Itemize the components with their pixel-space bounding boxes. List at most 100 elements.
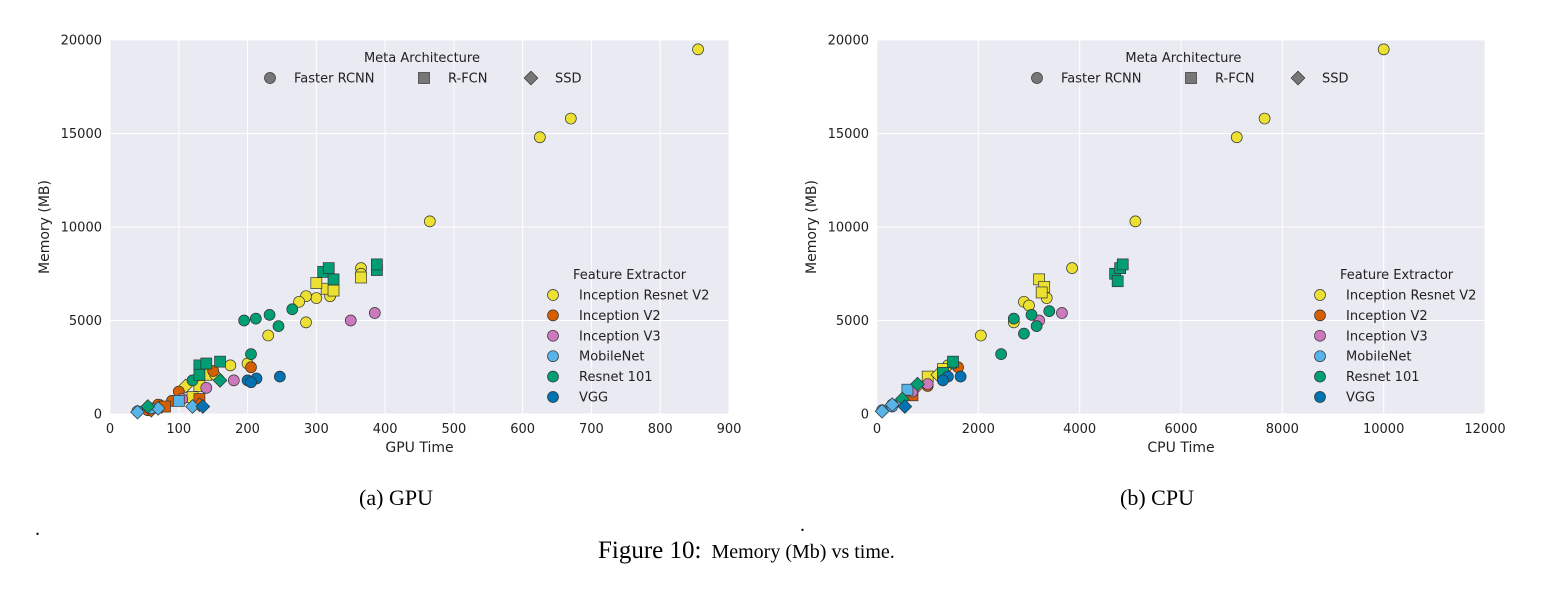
- cpu-x-tick-label: 10000: [1363, 422, 1404, 437]
- gpu-x-tick-label: 500: [441, 422, 466, 437]
- gpu-point-resnet-101-square: [371, 258, 383, 271]
- gpu-point-resnet-101-square: [322, 262, 335, 274]
- cpu-legend-feature-label: Resnet 101: [1346, 370, 1420, 385]
- gpu-point-resnet-101-square: [327, 273, 340, 286]
- gpu-x-tick-label: 800: [648, 422, 673, 437]
- gpu-point-resnet-101-circle: [238, 314, 250, 327]
- stray-mark-middle: .: [800, 514, 805, 536]
- subcaption-gpu: (a) GPU: [359, 485, 433, 510]
- gpu-point-resnet-101-circle: [245, 348, 257, 361]
- stray-mark-left: .: [35, 518, 40, 540]
- gpu-legend-feature-label: Resnet 101: [579, 370, 653, 385]
- gpu-point-inception-resnet-v2-circle: [224, 359, 237, 372]
- gpu-legend-meta-square-icon: [418, 72, 430, 84]
- gpu-point-vgg-diamond: [195, 399, 211, 414]
- cpu-point-mobilenet-diamond: [874, 403, 890, 419]
- gpu-legend-feature-label: VGG: [579, 391, 608, 406]
- cpu-legend-meta-circle-icon: [1031, 72, 1043, 84]
- gpu-point-resnet-101-square: [214, 355, 226, 368]
- gpu-point-vgg-circle: [245, 376, 257, 389]
- gpu-legend-feature-inception-resnet-v2-icon: [547, 289, 559, 301]
- cpu-x-tick-label: 8000: [1266, 422, 1299, 437]
- cpu-legend-feature-label: MobileNet: [1346, 350, 1411, 365]
- cpu-x-tick-label: 4000: [1063, 422, 1096, 437]
- gpu-y-tick-label: 10000: [61, 221, 102, 236]
- cpu-legend-feature-mobilenet-icon: [1314, 350, 1326, 363]
- gpu-point-resnet-101-diamond: [212, 372, 228, 388]
- gpu-point-inception-resnet-v2-square: [355, 271, 367, 284]
- gpu-legend-feature-mobilenet-icon: [547, 350, 559, 363]
- cpu-legend-meta-label: R-FCN: [1215, 72, 1254, 87]
- figure-caption-label: Figure 10:: [598, 537, 701, 564]
- cpu-point-resnet-101-square: [947, 355, 959, 368]
- cpu-legend-feature-label: Inception V3: [1346, 329, 1428, 344]
- gpu-point-mobilenet-diamond: [185, 399, 200, 414]
- cpu-point-mobilenet-diamond: [884, 397, 900, 413]
- cpu-point-resnet-101-square: [1116, 258, 1129, 271]
- cpu-legend-feature-inception-v2-icon: [1314, 309, 1326, 322]
- cpu-x-axis-label: CPU Time: [1147, 440, 1214, 456]
- cpu-point-vgg-diamond: [897, 399, 913, 414]
- gpu-legend-feature-label: Inception Resnet V2: [579, 289, 709, 304]
- gpu-point-resnet-101-circle: [263, 309, 276, 321]
- cpu-y-tick-label: 10000: [828, 221, 869, 236]
- gpu-y-tick-label: 20000: [61, 34, 102, 49]
- gpu-point-inception-v3-circle: [368, 307, 381, 319]
- gpu-point-resnet-101-circle: [272, 320, 285, 332]
- cpu-point-inception-resnet-v2-circle: [975, 329, 987, 342]
- cpu-y-tick-label: 20000: [828, 34, 869, 49]
- gpu-legend-feature-label: Inception V2: [579, 309, 661, 324]
- gpu-point-inception-v3-circle: [344, 314, 357, 327]
- cpu-point-vgg-circle: [954, 370, 967, 383]
- gpu-point-inception-v2-circle: [245, 361, 257, 374]
- gpu-x-tick-label: 200: [235, 422, 260, 437]
- cpu-legend-feature-label: Inception Resnet V2: [1346, 289, 1476, 304]
- gpu-legend-meta-circle-icon: [264, 72, 276, 84]
- cpu-point-resnet-101-circle: [1018, 327, 1030, 340]
- gpu-x-tick-label: 0: [106, 422, 114, 437]
- gpu-point-resnet-101-square: [193, 368, 206, 381]
- gpu-legend-feature-label: MobileNet: [579, 350, 644, 365]
- gpu-y-axis-label: Memory (MB): [37, 180, 53, 274]
- gpu-legend-meta-diamond-icon: [523, 70, 539, 86]
- gpu-x-tick-label: 300: [304, 422, 329, 437]
- gpu-legend-meta-label: R-FCN: [448, 72, 487, 87]
- cpu-legend-feature-resnet-101-icon: [1314, 370, 1326, 383]
- cpu-legend-meta-title: Meta Architecture: [1125, 51, 1241, 66]
- gpu-point-inception-resnet-v2-circle: [534, 131, 546, 144]
- gpu-y-tick-label: 5000: [69, 314, 102, 329]
- gpu-point-vgg-circle: [274, 370, 286, 383]
- gpu-point-inception-resnet-v2-circle: [293, 295, 305, 308]
- gpu-legend-meta-label: SSD: [555, 72, 582, 87]
- gpu-x-tick-label: 600: [510, 422, 535, 437]
- cpu-legend-feature-label: VGG: [1346, 391, 1375, 406]
- figure-caption-text: Memory (Mb) vs time.: [711, 541, 894, 563]
- gpu-point-inception-resnet-v2-circle: [423, 215, 436, 228]
- gpu-point-inception-resnet-v2-circle: [692, 43, 704, 56]
- cpu-legend-feature-label: Inception V2: [1346, 309, 1428, 324]
- cpu-point-inception-resnet-v2-circle: [1258, 112, 1271, 125]
- cpu-point-resnet-101-circle: [1043, 305, 1056, 317]
- gpu-point-mobilenet-diamond: [130, 404, 145, 420]
- cpu-point-inception-v3-circle: [1056, 307, 1068, 319]
- gpu-point-resnet-101-circle: [249, 312, 262, 325]
- figure-caption: Figure 10: Memory (Mb) vs time.: [598, 537, 895, 564]
- cpu-x-tick-label: 6000: [1164, 422, 1197, 437]
- gpu-legend-meta-title: Meta Architecture: [364, 51, 480, 66]
- cpu-y-axis-label: Memory (MB): [804, 180, 820, 274]
- cpu-y-tick-label: 5000: [836, 314, 869, 329]
- gpu-point-inception-resnet-v2-circle: [300, 316, 312, 329]
- cpu-legend-meta-diamond-icon: [1290, 70, 1306, 86]
- gpu-point-inception-resnet-v2-square: [327, 284, 340, 297]
- gpu-x-tick-label: 100: [166, 422, 191, 437]
- gpu-legend-feature-label: Inception V3: [579, 329, 661, 344]
- cpu-point-resnet-101-circle: [1025, 309, 1038, 321]
- gpu-x-axis-label: GPU Time: [385, 440, 453, 456]
- cpu-point-resnet-101-circle: [1030, 320, 1043, 332]
- gpu-legend-feature-resnet-101-icon: [547, 370, 559, 383]
- cpu-point-inception-resnet-v2-circle: [1377, 43, 1390, 56]
- cpu-chart: 0 2000 4000 6000 8000 10000 12000 0 5000 10000 150…: [804, 34, 1506, 457]
- cpu-point-resnet-101-circle: [1007, 312, 1020, 325]
- cpu-y-tick-label: 15000: [828, 127, 869, 142]
